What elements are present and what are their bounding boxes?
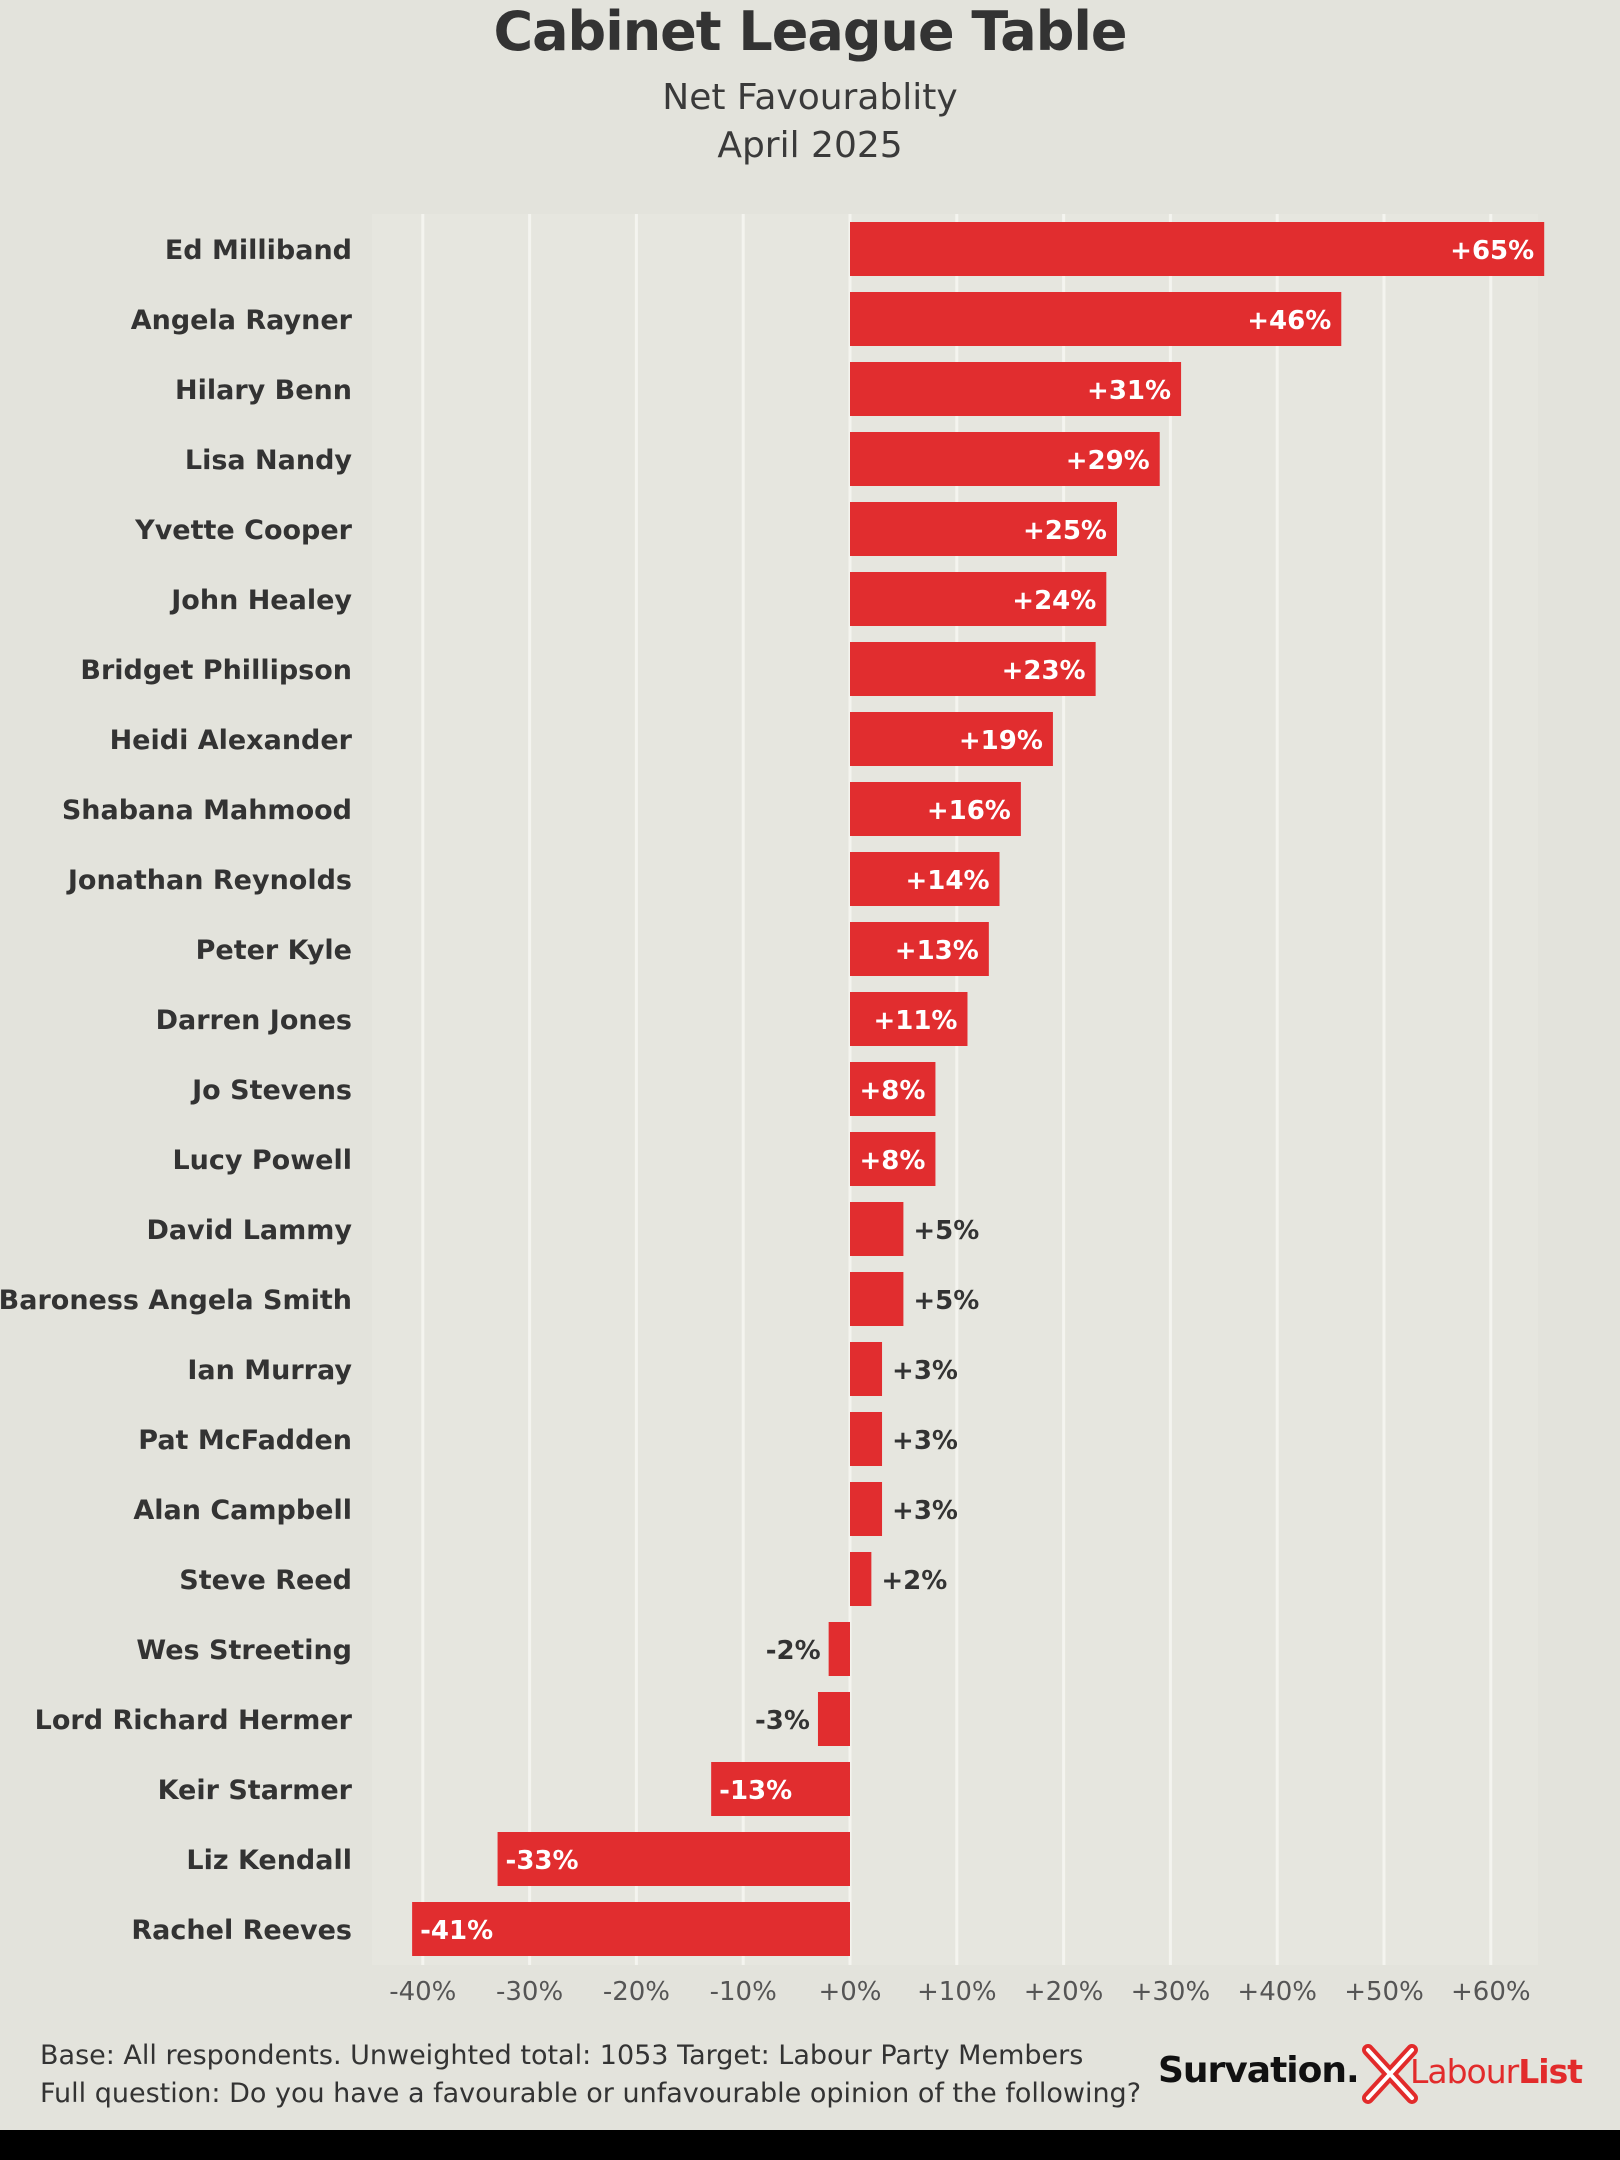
data-label: +25% bbox=[1023, 516, 1107, 546]
chart-subtitle: Net Favourablity bbox=[662, 77, 958, 118]
category-label: Bridget Phillipson bbox=[80, 655, 352, 686]
cross-mark-icon bbox=[1362, 2044, 1418, 2104]
data-label: +3% bbox=[892, 1356, 958, 1386]
data-label: +5% bbox=[913, 1216, 979, 1246]
x-tick-label: +20% bbox=[1024, 1977, 1104, 2007]
category-label: Lord Richard Hermer bbox=[35, 1705, 353, 1736]
x-tick-label: +10% bbox=[917, 1977, 997, 2007]
category-label: Wes Streeting bbox=[136, 1635, 352, 1666]
data-label: +13% bbox=[895, 936, 979, 966]
x-tick-label: +30% bbox=[1131, 1977, 1211, 2007]
data-label: +31% bbox=[1087, 376, 1171, 406]
category-label: David Lammy bbox=[146, 1215, 352, 1246]
data-label: +65% bbox=[1450, 236, 1534, 266]
bar bbox=[850, 922, 989, 976]
bar bbox=[850, 432, 1160, 486]
data-label: -13% bbox=[719, 1776, 792, 1806]
category-label: Hilary Benn bbox=[175, 375, 352, 406]
data-label: +3% bbox=[892, 1496, 958, 1526]
bar bbox=[850, 222, 1545, 276]
bar bbox=[497, 1832, 850, 1886]
bar bbox=[850, 1062, 936, 1116]
bar bbox=[850, 1552, 872, 1606]
footer-question-note: Full question: Do you have a favourable … bbox=[40, 2078, 1142, 2109]
labourlist-logo-labour: Labour bbox=[1410, 2052, 1519, 2091]
data-label: +5% bbox=[913, 1286, 979, 1316]
data-label: +23% bbox=[1002, 656, 1086, 686]
x-tick-label: -20% bbox=[603, 1977, 670, 2007]
data-label: -2% bbox=[766, 1636, 821, 1666]
bar bbox=[850, 292, 1342, 346]
category-label: Lisa Nandy bbox=[185, 445, 353, 476]
data-label: +16% bbox=[927, 796, 1011, 826]
category-label: Baroness Angela Smith bbox=[0, 1285, 352, 1316]
data-label: -3% bbox=[755, 1706, 810, 1736]
x-tick-label: +0% bbox=[818, 1977, 881, 2007]
bar bbox=[850, 362, 1182, 416]
labourlist-logo: LabourList bbox=[1410, 2052, 1583, 2091]
x-tick-label: -10% bbox=[710, 1977, 777, 2007]
chart-title: Cabinet League Table bbox=[493, 0, 1127, 63]
category-label: Darren Jones bbox=[156, 1005, 352, 1036]
category-label: Angela Rayner bbox=[131, 305, 353, 336]
data-label: +2% bbox=[881, 1566, 947, 1596]
data-label: +29% bbox=[1066, 446, 1150, 476]
bar bbox=[850, 1342, 883, 1396]
category-label: Yvette Cooper bbox=[134, 515, 353, 546]
category-label: Jonathan Reynolds bbox=[66, 865, 352, 896]
bar bbox=[850, 642, 1096, 696]
category-label: Heidi Alexander bbox=[110, 725, 353, 756]
x-tick-label: -30% bbox=[496, 1977, 563, 2007]
bar bbox=[850, 782, 1021, 836]
category-label: Pat McFadden bbox=[138, 1425, 352, 1456]
bar-chart: -40% -30% -20% -10% +0% +10% +20% +30% +40% +50% +… bbox=[0, 214, 1545, 2007]
bar bbox=[850, 1132, 936, 1186]
category-label: Jo Stevens bbox=[190, 1075, 352, 1106]
data-label: +8% bbox=[860, 1076, 926, 1106]
category-label: Lucy Powell bbox=[172, 1145, 352, 1176]
bar bbox=[828, 1622, 850, 1676]
bar bbox=[850, 852, 1000, 906]
bar bbox=[711, 1762, 850, 1816]
data-label: +14% bbox=[905, 866, 989, 896]
category-label: Rachel Reeves bbox=[131, 1915, 352, 1946]
bar bbox=[850, 572, 1107, 626]
data-label: +46% bbox=[1247, 306, 1331, 336]
bar bbox=[412, 1902, 850, 1956]
chart-date: April 2025 bbox=[717, 125, 903, 166]
category-label: Alan Campbell bbox=[133, 1495, 352, 1526]
bar bbox=[850, 712, 1053, 766]
category-label: Ian Murray bbox=[187, 1355, 352, 1386]
bar bbox=[850, 1412, 883, 1466]
data-label: +24% bbox=[1012, 586, 1096, 616]
bar bbox=[850, 1202, 904, 1256]
data-label: +8% bbox=[860, 1146, 926, 1176]
category-label: Keir Starmer bbox=[158, 1775, 353, 1806]
data-label: +3% bbox=[892, 1426, 958, 1456]
labourlist-logo-list: List bbox=[1518, 2052, 1583, 2091]
survation-logo: Survation. bbox=[1158, 2050, 1360, 2091]
footer-base-note: Base: All respondents. Unweighted total:… bbox=[40, 2040, 1084, 2071]
x-tick-label: +50% bbox=[1344, 1977, 1424, 2007]
x-tick-label: +60% bbox=[1451, 1977, 1531, 2007]
category-label: Liz Kendall bbox=[186, 1845, 352, 1876]
bar bbox=[817, 1692, 850, 1746]
data-label: -41% bbox=[420, 1916, 493, 1946]
data-label: -33% bbox=[506, 1846, 579, 1876]
bar bbox=[850, 1272, 904, 1326]
data-label: +11% bbox=[873, 1006, 957, 1036]
category-label: Peter Kyle bbox=[196, 935, 352, 966]
data-label: +19% bbox=[959, 726, 1043, 756]
category-label: Steve Reed bbox=[179, 1565, 352, 1596]
bar bbox=[850, 502, 1117, 556]
bar bbox=[850, 1482, 883, 1536]
x-tick-label: -40% bbox=[389, 1977, 456, 2007]
category-label: Ed Milliband bbox=[165, 235, 352, 266]
category-label: John Healey bbox=[169, 585, 352, 616]
x-tick-label: +40% bbox=[1237, 1977, 1317, 2007]
bar bbox=[850, 992, 968, 1046]
category-label: Shabana Mahmood bbox=[62, 795, 352, 826]
